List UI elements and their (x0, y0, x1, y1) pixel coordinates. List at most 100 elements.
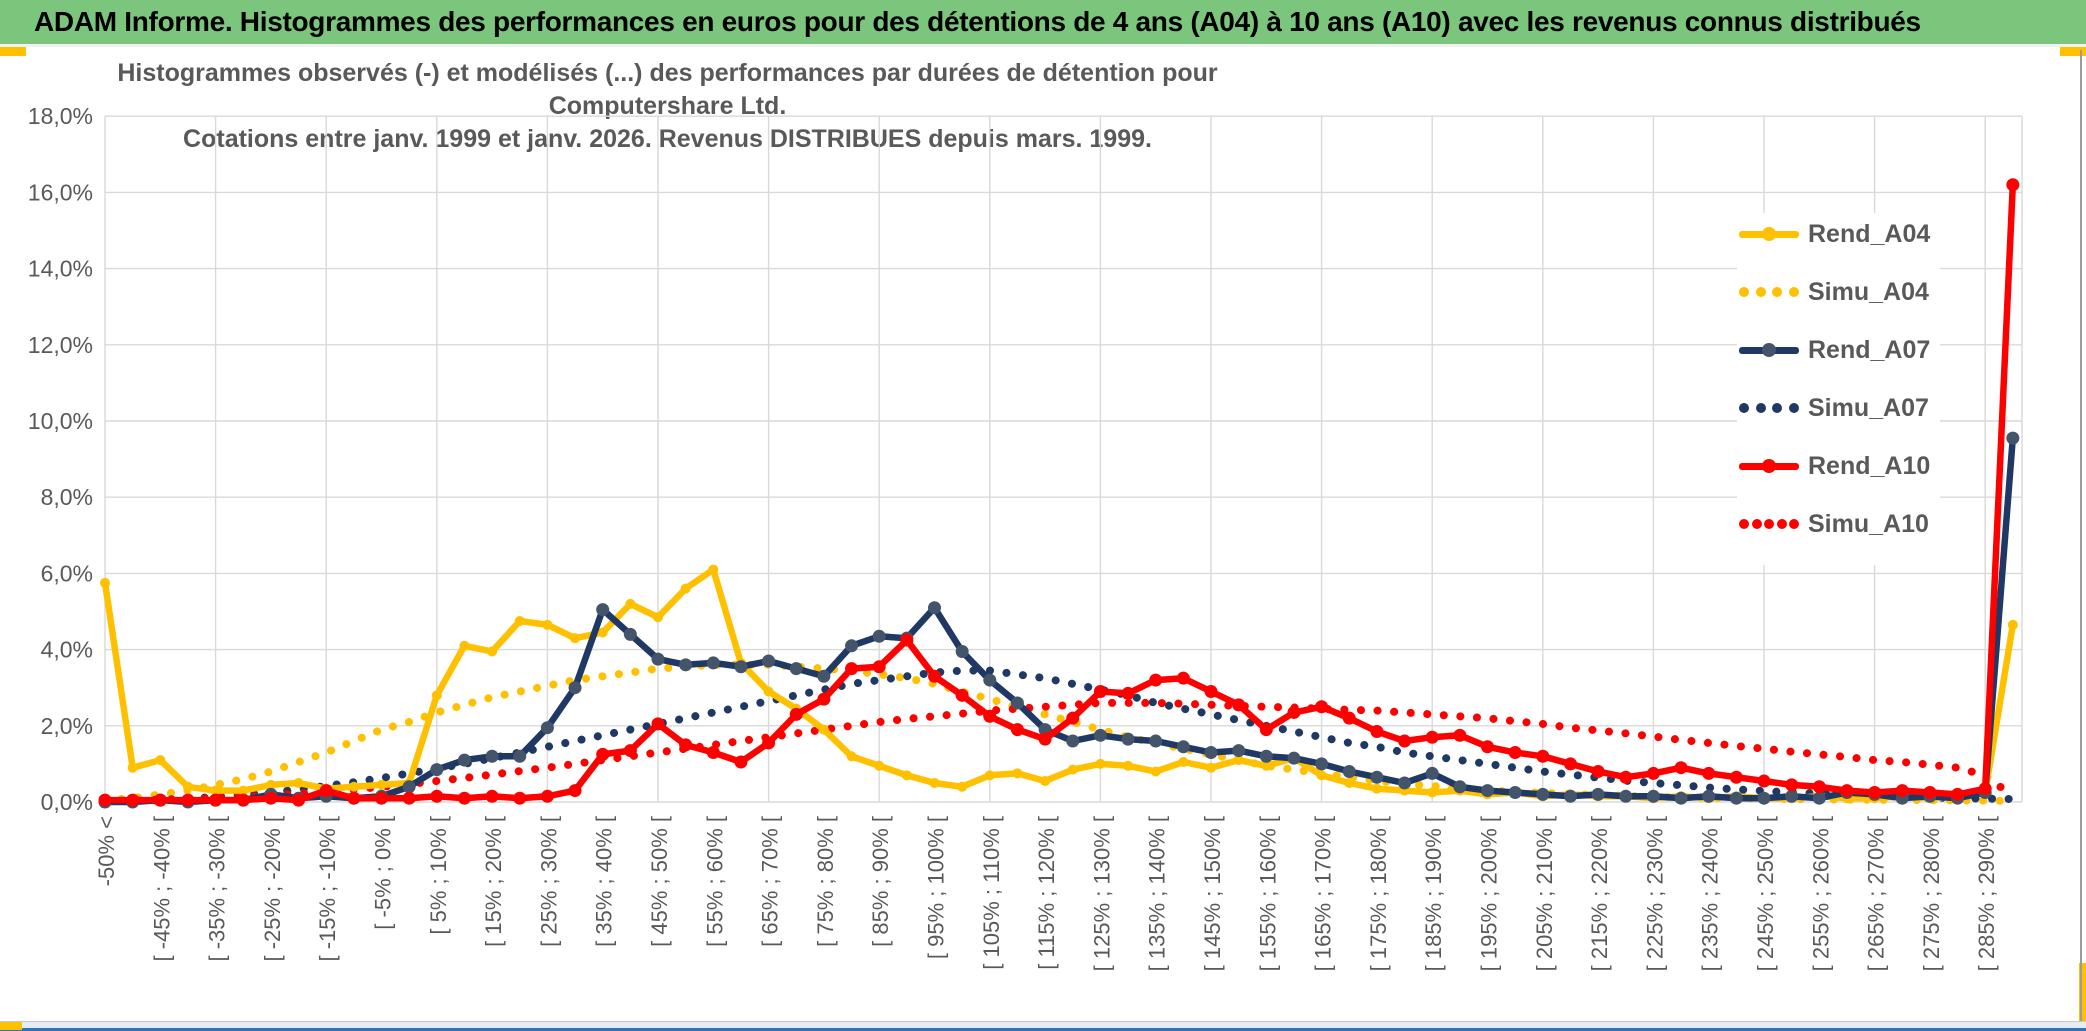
x-tick-label: [ 215% ; 220% [ (1587, 816, 1612, 971)
marker-Rend_A04 (957, 781, 968, 792)
x-tick-label: [ 55% ; 60% [ (702, 816, 727, 947)
x-tick-label: [ 205% ; 210% [ (1532, 816, 1557, 971)
marker-Rend_A04 (846, 751, 857, 762)
marker-Rend_A07 (845, 639, 859, 653)
y-tick-label: 6,0% (41, 560, 93, 586)
legend-item-Simu_A07[interactable]: Simu_A07 (1739, 391, 1930, 425)
marker-Rend_A07 (540, 721, 554, 735)
marker-Rend_A07 (1702, 789, 1716, 803)
marker-Rend_A04 (901, 770, 912, 781)
marker-Rend_A04 (1012, 768, 1023, 779)
marker-Rend_A04 (653, 612, 663, 623)
marker-Rend_A04 (542, 619, 553, 630)
x-tick-label: [ 25% ; 30% [ (536, 816, 561, 947)
marker-Rend_A04 (680, 583, 691, 594)
marker-Rend_A04 (265, 779, 276, 790)
corner-accent-top-left (0, 47, 26, 56)
marker-Rend_A04 (1095, 758, 1106, 769)
marker-Rend_A04 (984, 770, 995, 781)
dotted-line-sample-icon (1739, 399, 1799, 417)
marker-Rend_A10 (1287, 705, 1301, 719)
marker-Rend_A10 (1425, 730, 1439, 744)
marker-Rend_A04 (514, 616, 525, 627)
marker-Rend_A04 (1123, 760, 1134, 771)
marker-Rend_A07 (1176, 740, 1190, 754)
legend-item-label: Rend_A10 (1808, 451, 1931, 480)
x-tick-label: [ 155% ; 160% [ (1255, 816, 1280, 971)
series-Simu_A07 (101, 666, 2017, 806)
x-tick-label: [ 275% ; 280% [ (1919, 816, 1944, 971)
legend-item-Simu_A04[interactable]: Simu_A04 (1739, 275, 1930, 309)
marker-Rend_A07 (872, 629, 886, 643)
x-tick-label: [ 85% ; 90% [ (868, 816, 893, 947)
x-tick-label: [ 15% ; 20% [ (481, 816, 506, 947)
marker-Rend_A07 (1149, 734, 1163, 748)
dotted-line-sample-icon (1739, 283, 1799, 301)
y-tick-label: 10,0% (28, 408, 93, 434)
marker-Rend_A10 (928, 669, 941, 683)
marker-Rend_A10 (1923, 785, 1937, 799)
marker-Rend_A07 (1259, 749, 1273, 763)
marker-Rend_A10 (651, 717, 665, 731)
marker-Rend_A10 (1259, 723, 1273, 737)
series-Simu_A04 (101, 660, 2017, 805)
marker-Rend_A04 (818, 724, 829, 735)
marker-Rend_A07 (817, 669, 831, 683)
legend-item-Rend_A07[interactable]: Rend_A07 (1739, 333, 1930, 367)
marker-Rend_A10 (762, 736, 776, 750)
marker-Rend_A10 (1315, 700, 1329, 714)
legend-item-Rend_A10[interactable]: Rend_A10 (1739, 449, 1930, 483)
marker-Rend_A10 (1536, 749, 1550, 763)
marker-Rend_A07 (1646, 789, 1660, 803)
marker-Rend_A10 (430, 789, 444, 803)
marker-Rend_A07 (1536, 787, 1550, 801)
legend-item-Rend_A04[interactable]: Rend_A04 (1739, 217, 1930, 251)
series-Rend_A07 (101, 434, 2017, 806)
x-tick-label: [ 65% ; 70% [ (758, 816, 783, 947)
legend-item-label: Simu_A10 (1808, 509, 1929, 538)
corner-accent-top-right (2060, 47, 2086, 56)
marker-Rend_A10 (1895, 784, 1909, 798)
marker-Rend_A04 (210, 785, 221, 796)
y-tick-label: 4,0% (41, 637, 93, 663)
marker-Rend_A07 (1674, 791, 1688, 805)
marker-Rend_A10 (568, 784, 582, 798)
marker-Rend_A10 (1149, 673, 1163, 687)
x-tick-label: [ -45% ; -40% [ (149, 816, 174, 962)
marker-Rend_A10 (1038, 732, 1052, 746)
marker-Rend_A07 (1204, 745, 1218, 759)
marker-Rend_A04 (1206, 762, 1216, 773)
marker-Rend_A10 (1785, 778, 1799, 792)
marker-Rend_A04 (929, 777, 940, 788)
marker-Rend_A07 (1398, 776, 1412, 790)
legend-item-label: Simu_A07 (1808, 393, 1929, 422)
marker-Rend_A10 (457, 791, 471, 805)
marker-Rend_A07 (1315, 757, 1329, 771)
marker-Rend_A07 (679, 658, 693, 672)
marker-Rend_A04 (127, 762, 138, 773)
marker-Rend_A10 (1757, 774, 1771, 788)
series-Simu_A10 (101, 698, 2017, 806)
marker-Rend_A07 (623, 627, 637, 641)
marker-Rend_A07 (1508, 785, 1522, 799)
y-tick-label: 14,0% (28, 256, 93, 282)
legend-item-Simu_A10[interactable]: Simu_A10 (1739, 507, 1930, 541)
solid-line-sample-icon (1739, 457, 1799, 475)
marker-Rend_A10 (1978, 782, 1992, 796)
marker-Rend_A10 (1204, 685, 1218, 699)
marker-Rend_A10 (236, 793, 250, 807)
chart-title-line1: Histogrammes observés (-) et modélisés (… (117, 59, 1218, 120)
marker-Rend_A07 (706, 656, 720, 670)
x-tick-label: [ 75% ; 80% [ (813, 816, 838, 947)
marker-Rend_A07 (1812, 791, 1826, 805)
x-tick-label: [ 35% ; 40% [ (592, 816, 617, 947)
marker-Rend_A07 (1342, 765, 1356, 779)
report-title-bar: ADAM Informe. Histogrammes des performan… (0, 0, 2086, 47)
marker-Rend_A07 (568, 681, 582, 695)
marker-Rend_A10 (1868, 785, 1882, 799)
marker-Rend_A10 (955, 688, 969, 702)
x-tick-label: [ 105% ; 110% [ (979, 816, 1004, 970)
x-tick-label: -50% < (94, 816, 119, 886)
marker-Rend_A04 (570, 633, 581, 644)
